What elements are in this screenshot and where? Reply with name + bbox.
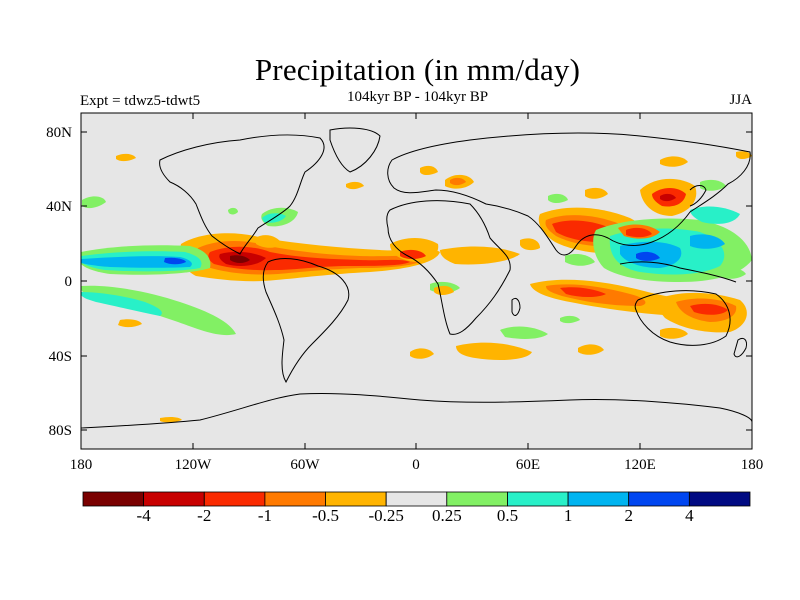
colorbar-swatch — [82, 491, 144, 507]
anomaly-region — [456, 342, 532, 360]
lon-tick-label: 0 — [412, 457, 420, 473]
colorbar-swatch — [203, 491, 266, 507]
colorbar-swatch — [385, 491, 448, 507]
coast-africa — [386, 200, 511, 335]
anomaly-region — [400, 249, 426, 259]
colorbar-label: -0.25 — [368, 506, 404, 525]
colorbar-swatch — [567, 491, 630, 507]
lon-tick-label: 60E — [516, 457, 540, 473]
anomaly-region — [116, 153, 136, 162]
anomaly-region — [255, 235, 282, 248]
anomaly-region — [660, 193, 676, 202]
anomaly-region — [565, 254, 595, 266]
colorbar-label: -1 — [257, 506, 272, 525]
colorbar-swatch — [628, 491, 690, 507]
anomaly-region — [500, 326, 548, 339]
anomaly-region — [440, 246, 520, 265]
lon-tick-label: 60W — [290, 457, 320, 473]
lat-tick-label: 40S — [49, 349, 72, 365]
anomaly-region — [690, 303, 728, 315]
anomaly-region — [208, 246, 410, 271]
anomaly-region — [700, 179, 726, 191]
colorbar-label: -4 — [136, 506, 151, 525]
lon-tick-label: 120E — [624, 457, 656, 473]
anomaly-region — [520, 238, 540, 251]
anomaly-region — [420, 165, 438, 175]
anomaly-region — [636, 251, 660, 261]
anomaly-region — [560, 315, 580, 324]
map-background — [81, 113, 752, 449]
anomaly-region — [626, 227, 652, 238]
colorbar-swatch — [446, 491, 508, 507]
season-label: JJA — [729, 92, 752, 108]
coast-australia — [634, 290, 731, 346]
anomaly-region — [410, 348, 434, 359]
experiment-label: Expt = tdwz5-tdwt5 — [80, 93, 201, 109]
anomaly-region — [548, 193, 568, 203]
anomaly-region — [660, 327, 688, 339]
coast-south-america — [262, 258, 350, 384]
anomaly-region — [118, 319, 142, 328]
anomaly-region — [578, 344, 604, 355]
colorbar-swatch — [143, 491, 205, 507]
colorbar-label: 0.25 — [431, 506, 462, 525]
coast-indonesia — [619, 261, 737, 283]
coast-greenland — [329, 127, 381, 173]
anomaly-region — [585, 187, 608, 199]
anomaly-region — [690, 234, 725, 249]
lat-tick-label: 80N — [46, 125, 72, 141]
colorbar-label: 4 — [685, 506, 694, 525]
lon-tick-label: 180 — [741, 457, 764, 473]
coast-antarctica — [81, 392, 752, 429]
colorbar-swatch — [325, 491, 387, 507]
anomaly-region — [736, 151, 752, 159]
coast-japan — [689, 185, 707, 207]
anomaly-region — [450, 177, 466, 186]
colorbar-label: 1 — [563, 506, 573, 525]
coast-madagascar — [511, 297, 521, 316]
lat-tick-label: 40N — [46, 199, 72, 215]
anomaly-region — [560, 287, 606, 297]
colorbar-label: 0.5 — [496, 506, 519, 525]
anomaly-region — [230, 255, 250, 263]
anomaly-region — [690, 206, 740, 224]
lon-tick-label: 120W — [175, 457, 213, 473]
anomaly-region — [720, 267, 746, 279]
anomaly-region — [160, 416, 182, 423]
anomaly-region — [81, 292, 162, 316]
colorbar-label: -0.5 — [312, 506, 339, 525]
map-subtitle: 104kyr BP - 104kyr BP — [346, 89, 489, 105]
anomaly-fields — [81, 151, 752, 423]
colorbar-label: -2 — [197, 506, 212, 525]
anomaly-region — [660, 156, 688, 167]
anomaly-region — [228, 207, 238, 215]
coast-new-zealand — [733, 337, 747, 358]
coastlines — [81, 127, 752, 429]
colorbar-swatch — [507, 491, 569, 507]
colorbar-swatch — [689, 491, 751, 507]
tick-marks — [81, 113, 752, 449]
lat-tick-label: 0 — [65, 274, 73, 290]
colorbar-label: 2 — [624, 506, 633, 525]
coast-north-america — [159, 134, 325, 255]
anomaly-region — [164, 257, 186, 265]
lon-labels: 180 120W 60W 0 60E 120E 180 — [70, 457, 764, 473]
coast-eurasia — [387, 132, 751, 256]
lat-labels: 80N 40N 0 40S 80S — [46, 125, 72, 439]
anomaly-region — [82, 196, 106, 209]
anomaly-region — [81, 256, 192, 268]
lon-tick-label: 180 — [70, 457, 93, 473]
anomaly-region — [346, 181, 364, 190]
colorbar-swatch — [264, 491, 326, 507]
map-title: Precipitation (in mm/day) — [254, 52, 581, 87]
colorbar — [82, 491, 751, 507]
lat-tick-label: 80S — [49, 423, 72, 439]
